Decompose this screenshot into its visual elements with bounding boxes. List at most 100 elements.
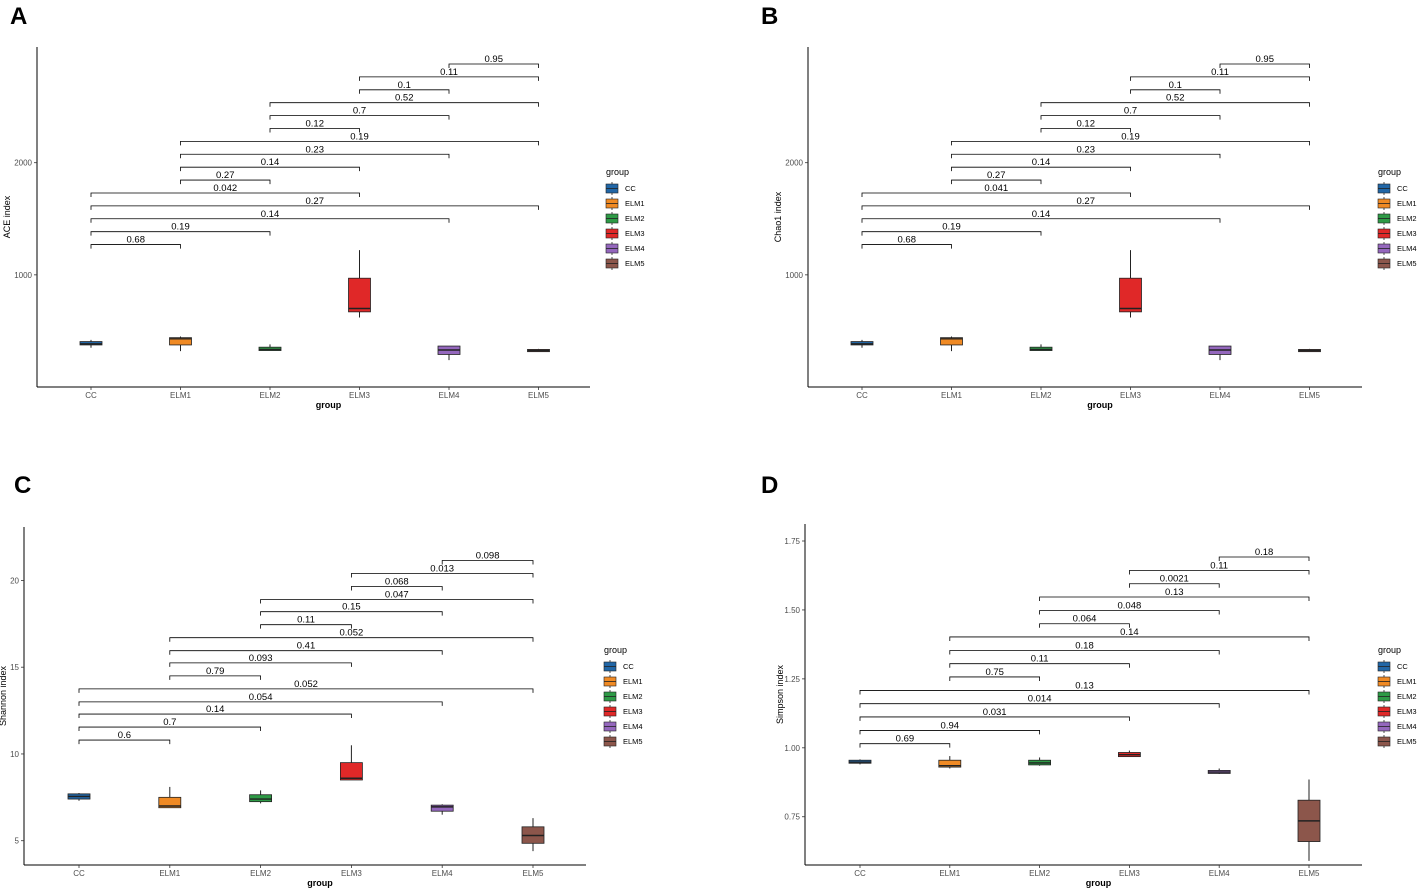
x-tick-label: ELM2 xyxy=(250,869,271,878)
comparison-bracket: 0.95 xyxy=(1219,54,1310,68)
legend-label: ELM3 xyxy=(1397,707,1417,716)
legend-entry-elm2: ELM2 xyxy=(605,212,645,225)
legend-label: ELM4 xyxy=(1397,722,1417,731)
comparison-bracket: 0.19 xyxy=(90,222,271,236)
comparison-bracket: 0.13 xyxy=(1039,587,1310,601)
x-tick-label: CC xyxy=(854,869,866,878)
legend-entry-elm1: ELM1 xyxy=(605,197,645,210)
comparison-bracket: 0.41 xyxy=(169,641,443,655)
legend-label: ELM2 xyxy=(623,692,643,701)
box-elm2 xyxy=(1028,757,1051,766)
x-tick-label: ELM1 xyxy=(170,391,191,400)
x-tick-label: ELM5 xyxy=(1299,391,1320,400)
p-value-label: 0.27 xyxy=(987,170,1006,181)
comparison-bracket: 0.94 xyxy=(859,720,1040,735)
legend: group CC ELM1 ELM2 ELM3 ELM4 ELM5 xyxy=(1377,167,1417,270)
comparison-bracket: 0.79 xyxy=(169,666,261,680)
p-value-label: 0.27 xyxy=(1077,196,1096,207)
legend-label: ELM1 xyxy=(1397,677,1417,686)
p-value-label: 0.18 xyxy=(1255,547,1274,558)
legend-entry-elm2: ELM2 xyxy=(603,690,643,703)
y-axis-title: Simpson index xyxy=(775,664,785,724)
legend-label: ELM5 xyxy=(623,737,643,746)
legend-title: group xyxy=(604,645,627,655)
legend-entry-cc: CC xyxy=(1377,182,1408,195)
comparison-bracket: 0.013 xyxy=(351,563,534,578)
comparison-bracket: 0.031 xyxy=(859,707,1130,721)
box-elm4 xyxy=(1208,345,1232,361)
comparison-bracket: 0.95 xyxy=(448,54,539,68)
legend-label: ELM1 xyxy=(625,199,645,208)
legend-label: ELM2 xyxy=(625,214,645,223)
legend-title: group xyxy=(1378,645,1401,655)
legend-entry-elm5: ELM5 xyxy=(603,735,643,748)
bracket-line xyxy=(1129,570,1310,575)
comparison-bracket: 0.6 xyxy=(78,730,171,745)
legend: group CC ELM1 ELM2 ELM3 ELM4 ELM5 xyxy=(603,645,643,748)
p-value-label: 0.13 xyxy=(1165,587,1184,598)
p-value-label: 0.14 xyxy=(1120,627,1139,638)
p-value-label: 0.75 xyxy=(985,667,1004,678)
box-elm1 xyxy=(938,756,962,769)
comparison-bracket: 0.18 xyxy=(949,640,1220,655)
comparison-bracket: 0.068 xyxy=(351,577,443,591)
panel-letter: C xyxy=(14,472,31,499)
legend-entry-elm1: ELM1 xyxy=(1377,675,1417,688)
box-body xyxy=(249,794,273,803)
comparison-bracket: 0.18 xyxy=(1218,547,1310,561)
bracket-line xyxy=(951,179,1042,185)
x-tick-label: ELM5 xyxy=(1299,869,1320,878)
legend-entry-elm4: ELM4 xyxy=(1377,720,1417,733)
bracket-line xyxy=(269,128,360,133)
x-tick-label: ELM3 xyxy=(349,391,370,400)
p-value-label: 0.14 xyxy=(206,704,225,715)
x-tick-label: ELM4 xyxy=(1209,869,1230,878)
comparison-bracket: 0.047 xyxy=(260,590,534,604)
comparison-bracket: 0.1 xyxy=(1130,80,1221,94)
box-elm3 xyxy=(1118,750,1141,758)
p-value-label: 0.14 xyxy=(261,209,280,220)
bracket-line xyxy=(859,743,951,748)
bracket-line xyxy=(949,663,1130,668)
comparison-bracket: 0.13 xyxy=(859,680,1310,695)
x-tick-label: ELM4 xyxy=(1210,391,1231,400)
y-tick-label: 2000 xyxy=(785,159,803,168)
bracket-line xyxy=(949,636,1310,641)
comparison-bracket: 0.052 xyxy=(78,679,534,693)
legend-title: group xyxy=(606,167,629,177)
bracket-line xyxy=(861,244,952,249)
box-body xyxy=(169,337,192,346)
legend-entry-elm4: ELM4 xyxy=(605,242,645,255)
p-value-label: 0.11 xyxy=(1211,67,1229,78)
p-value-label: 0.11 xyxy=(1031,654,1049,665)
bracket-line xyxy=(169,675,261,680)
p-value-label: 0.95 xyxy=(1256,54,1275,65)
legend-label: ELM2 xyxy=(1397,214,1417,223)
bracket-line xyxy=(78,701,443,706)
bracket-line xyxy=(90,244,181,249)
p-value-label: 0.12 xyxy=(306,118,325,129)
p-value-label: 0.042 xyxy=(213,183,237,194)
x-tick-label: ELM2 xyxy=(1029,869,1050,878)
comparison-bracket: 0.7 xyxy=(78,717,261,732)
p-value-label: 0.7 xyxy=(1124,106,1137,117)
comparison-bracket: 0.14 xyxy=(180,157,360,172)
bracket-line xyxy=(1219,63,1310,68)
p-value-label: 0.14 xyxy=(1032,209,1051,220)
p-value-label: 0.41 xyxy=(297,641,316,652)
bracket-line xyxy=(180,153,450,159)
y-axis-title: Shannon index xyxy=(0,665,8,726)
y-tick-label: 15 xyxy=(10,663,19,672)
y-tick-label: 20 xyxy=(10,576,19,585)
p-value-label: 0.15 xyxy=(342,602,361,613)
legend-label: ELM3 xyxy=(1397,229,1417,238)
legend-entry-elm4: ELM4 xyxy=(603,720,643,733)
y-tick-label: 5 xyxy=(15,837,20,846)
comparison-bracket: 0.041 xyxy=(861,183,1131,197)
p-value-label: 0.19 xyxy=(942,222,961,233)
legend-label: ELM1 xyxy=(623,677,643,686)
bracket-line xyxy=(351,586,443,591)
legend-label: ELM2 xyxy=(1397,692,1417,701)
x-tick-label: ELM4 xyxy=(439,391,460,400)
bracket-line xyxy=(269,102,539,107)
